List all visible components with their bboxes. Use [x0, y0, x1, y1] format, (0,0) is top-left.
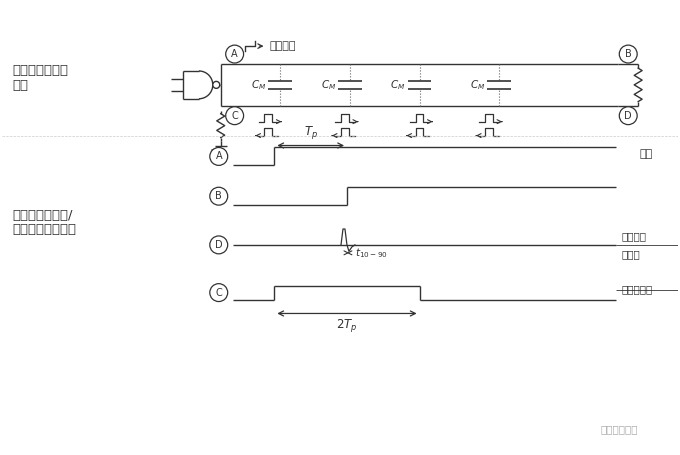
Text: C: C	[216, 288, 222, 298]
Text: $t_{10-90}$: $t_{10-90}$	[355, 246, 388, 260]
Text: $C_M$: $C_M$	[251, 78, 267, 92]
Circle shape	[210, 283, 228, 302]
Text: D: D	[624, 111, 632, 121]
Text: 总面积相等: 总面积相等	[622, 285, 653, 295]
Text: 近端: 近端	[210, 150, 224, 160]
Circle shape	[619, 107, 637, 125]
Text: 电子工程专辑: 电子工程专辑	[600, 424, 638, 434]
Text: 理：: 理：	[12, 79, 28, 92]
Circle shape	[619, 45, 637, 63]
Circle shape	[226, 107, 243, 125]
Text: $C_M$: $C_M$	[470, 78, 485, 92]
Text: 驱动信号: 驱动信号	[269, 41, 296, 51]
Circle shape	[210, 147, 228, 165]
Text: 远端: 远端	[639, 150, 653, 160]
Text: 输入信号: 输入信号	[622, 231, 646, 241]
Text: 互容耦合动作原: 互容耦合动作原	[12, 65, 68, 77]
Text: $C_M$: $C_M$	[321, 78, 336, 92]
Text: D: D	[215, 240, 222, 250]
Text: $T_p$: $T_p$	[304, 124, 318, 141]
Text: B: B	[216, 191, 222, 201]
Text: $2T_p$: $2T_p$	[336, 318, 358, 334]
Text: 互容耦合的正向/: 互容耦合的正向/	[12, 208, 73, 222]
Text: A: A	[216, 152, 222, 162]
Text: $C_M$: $C_M$	[390, 78, 405, 92]
Text: 反向串扰的波形：: 反向串扰的波形：	[12, 223, 76, 237]
Text: 的导数: 的导数	[622, 249, 640, 259]
Circle shape	[213, 81, 220, 88]
Text: A: A	[231, 49, 238, 59]
Text: B: B	[625, 49, 632, 59]
Text: C: C	[231, 111, 238, 121]
Circle shape	[210, 236, 228, 254]
Circle shape	[210, 187, 228, 205]
Circle shape	[226, 45, 243, 63]
